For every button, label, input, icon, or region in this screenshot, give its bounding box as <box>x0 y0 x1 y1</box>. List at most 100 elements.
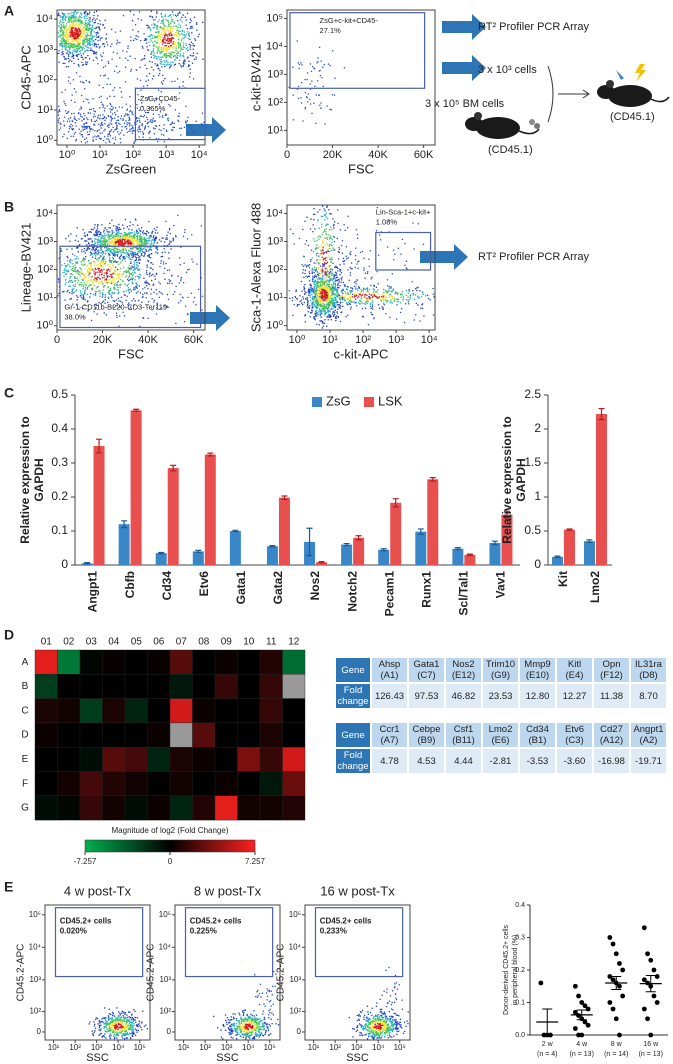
error-bar <box>170 464 177 472</box>
x-tick-label: 8 w <box>611 1041 623 1048</box>
heatmap-cell <box>79 747 103 772</box>
heatmap-cell <box>169 722 193 748</box>
y-tick-label: 10³ <box>289 975 301 984</box>
annotation: 3 x 10⁵ BM cells <box>425 98 505 110</box>
heatmap-cell <box>34 649 58 675</box>
x-tick-label: 60K <box>184 334 204 346</box>
event-dots <box>113 1022 124 1031</box>
x-tick-label: 10² <box>355 334 371 346</box>
y-tick-label: 10⁰ <box>266 320 283 332</box>
gate-label: CD45.2+ cells <box>60 916 112 925</box>
event-dots <box>103 1014 136 1038</box>
y-tick-label: 10² <box>29 1007 41 1016</box>
error-bar <box>318 561 325 564</box>
heatmap-cell <box>57 649 81 675</box>
table-row: Fold change 4.78 4.53 4.44 -2.81 -3.53 -3.60 -1… <box>336 749 666 773</box>
error-bar <box>576 1009 587 1021</box>
heatmap-cell <box>169 649 193 675</box>
heatmap-cell <box>102 649 126 675</box>
panel-label: B <box>4 199 14 215</box>
x-tick-label: 20K <box>93 334 113 346</box>
event-dots <box>212 1009 280 1040</box>
cells-icon <box>529 119 535 125</box>
x-tick-label: 10² <box>125 149 141 161</box>
event-dots <box>69 232 148 293</box>
x-tick-note: (n = 14) <box>604 1051 628 1058</box>
table-cell: Etv6 (C3) <box>557 723 592 747</box>
event-dots <box>69 27 175 48</box>
heatmap-cell <box>282 674 306 699</box>
data-point <box>645 1016 650 1022</box>
error-bar <box>429 477 436 482</box>
colorbar-tick-label: 0 <box>168 857 173 866</box>
error-bar <box>598 408 605 421</box>
arrows <box>186 14 486 331</box>
gate <box>184 907 274 978</box>
row-label: E <box>22 754 29 765</box>
heatmap-cell <box>214 722 238 748</box>
gate-label: 27.1% <box>320 26 342 35</box>
plot-frame <box>286 204 436 331</box>
data-point <box>579 1000 585 1005</box>
x-tick-label: Notch2 <box>345 571 359 612</box>
event-cloud <box>88 1007 149 1040</box>
row-label: F <box>22 778 28 789</box>
heatmap-cell <box>282 747 306 772</box>
x-tick-label: 2 w <box>542 1041 554 1048</box>
heatmap-cell <box>237 771 261 796</box>
legend-label: LSK <box>378 393 403 408</box>
error-bar <box>503 510 510 519</box>
y-tick-label: 10² <box>37 263 53 275</box>
table-cell: Ccr1 (A7) <box>372 723 407 747</box>
y-axis-label: GAPDH <box>514 458 528 501</box>
heatmap-cell <box>214 674 238 699</box>
bar <box>204 454 216 565</box>
event-cloud <box>57 214 204 329</box>
gate-label: 1.08% <box>376 217 398 226</box>
mouse-icon <box>597 64 670 107</box>
bar <box>278 497 290 565</box>
y-tick-label: 0.2 <box>515 967 525 974</box>
heatmap-cell <box>282 722 306 748</box>
heatmap-cell <box>282 649 306 675</box>
error-bar <box>645 975 656 993</box>
connector-head <box>582 89 590 99</box>
gate-label: 38.0% <box>64 312 86 321</box>
heatmap-cell <box>124 649 148 675</box>
heatmap-cell <box>259 674 283 699</box>
table-cell: 4.44 <box>446 749 481 773</box>
mouse-ear <box>474 112 482 120</box>
table-cell: 11.38 <box>594 684 629 708</box>
bar <box>192 551 204 565</box>
y-tick-label: 10⁴ <box>36 207 53 219</box>
data-point <box>617 961 622 966</box>
event-dots <box>80 235 140 285</box>
y-tick-label: 10¹ <box>267 124 283 136</box>
bar <box>427 479 439 565</box>
y-axis-label: in peripheral blood (%) <box>512 935 519 1005</box>
arrow <box>442 14 486 40</box>
data-point <box>572 1009 578 1015</box>
plot-title: 16 w post-Tx <box>320 883 395 898</box>
event-dots <box>288 40 346 125</box>
bar <box>415 531 427 565</box>
x-tick-label: 10⁴ <box>112 1043 125 1052</box>
plot-frame <box>174 904 281 1041</box>
data-point <box>607 1000 613 1005</box>
table-row: Gene Ahsp (A1) Gata1 (C7) Nos2 (E12) Trim10 … <box>336 658 666 682</box>
heatmap-cell <box>124 722 148 748</box>
event-dots <box>369 1020 388 1033</box>
y-tick-label: 0.5 <box>524 523 541 537</box>
table-cell: Cebpe (B9) <box>409 723 444 747</box>
x-tick-label: 10⁰ <box>289 334 306 346</box>
error-bar <box>586 539 593 544</box>
annotation: (CD45.1) <box>488 144 533 156</box>
x-axis-label: c-kit-APC <box>334 346 389 361</box>
error-bar <box>96 438 103 454</box>
heatmap-cell <box>192 649 216 675</box>
heatmap-cell <box>237 722 261 748</box>
bar <box>552 556 563 565</box>
bar <box>584 541 595 565</box>
bar <box>452 548 464 565</box>
bar <box>564 529 575 565</box>
